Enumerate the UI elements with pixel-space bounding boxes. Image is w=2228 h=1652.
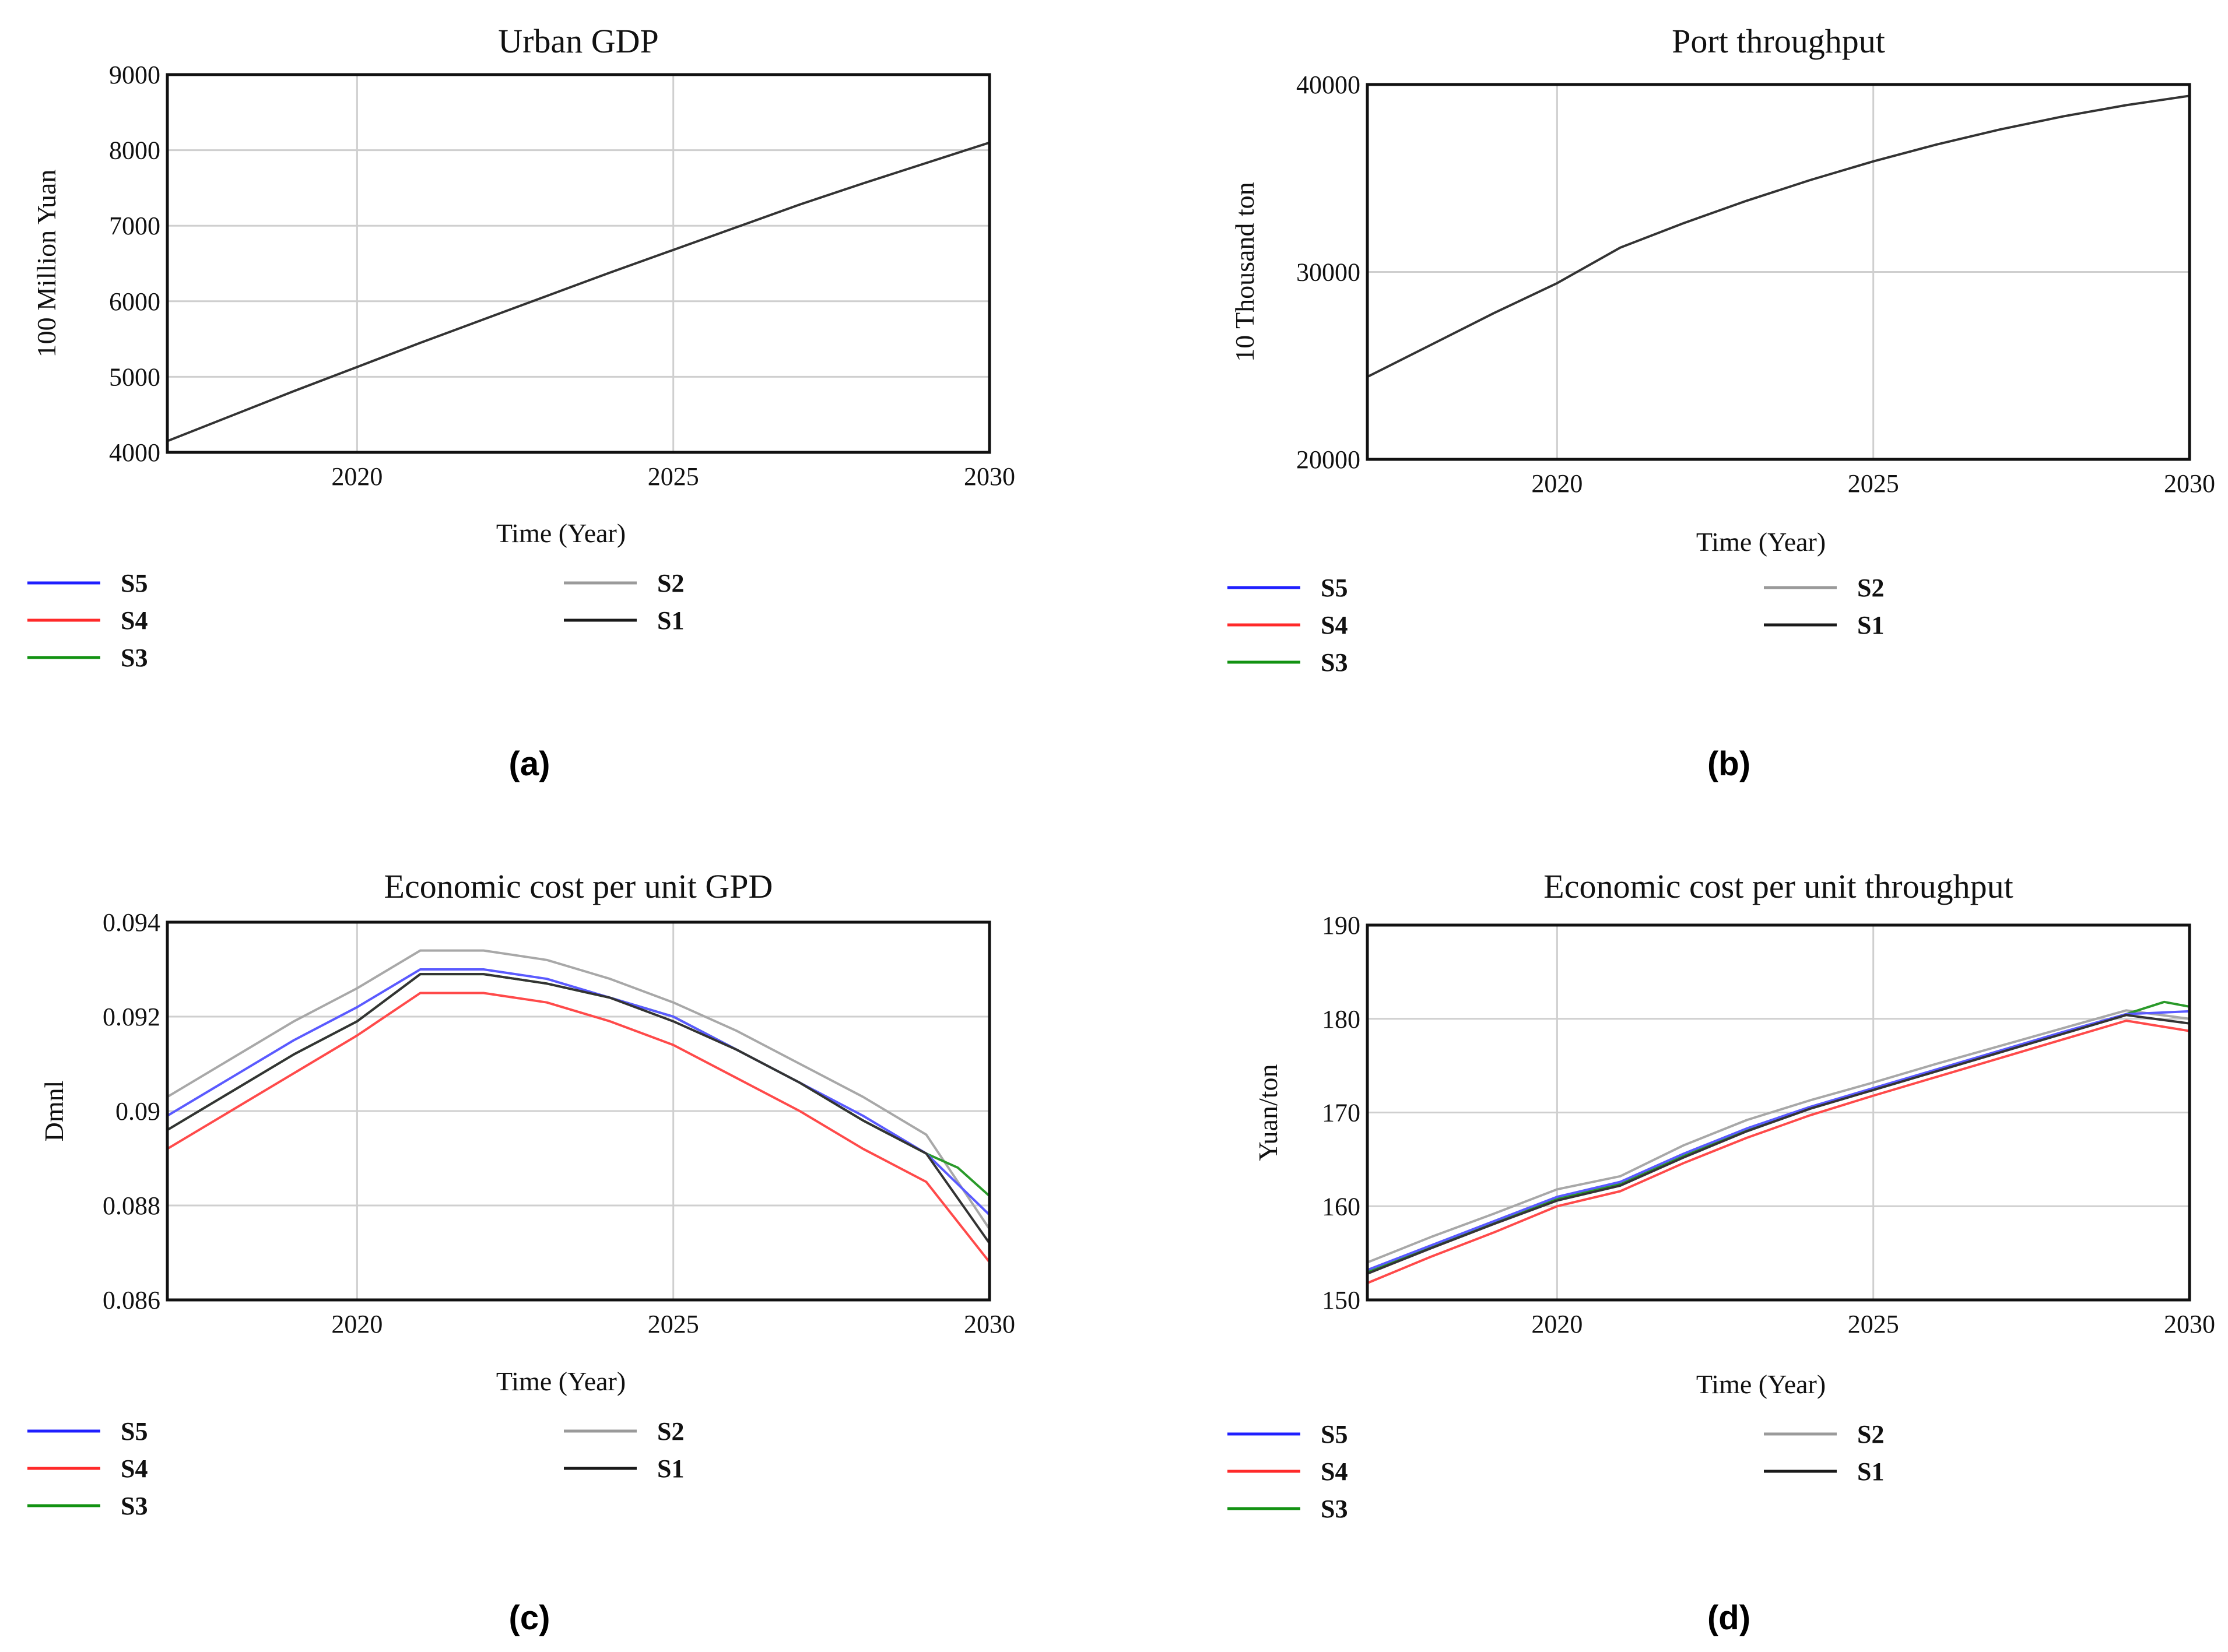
chart-title: Economic cost per unit throughput	[1543, 867, 2013, 905]
legend: S5 S4 S3 S2 S1	[1227, 1420, 1884, 1523]
legend-label-s3: S3	[1321, 648, 1348, 677]
y-tick-label: 9000	[109, 61, 160, 89]
legend-label-s2: S2	[657, 1417, 684, 1446]
y-tick-label: 150	[1322, 1286, 1360, 1314]
plot-frame	[166, 920, 991, 1302]
legend-label-s2: S2	[1857, 574, 1884, 602]
y-tick-label: 6000	[109, 287, 160, 316]
legend-label-s5: S5	[121, 1417, 148, 1446]
x-tick-label: 2025	[1848, 469, 1899, 498]
chart-title: Urban GDP	[498, 22, 658, 60]
series-line-s2	[167, 949, 990, 1231]
y-tick-label: 4000	[109, 438, 160, 467]
y-tick-label: 180	[1322, 1005, 1360, 1034]
y-tick-label: 0.092	[103, 1003, 160, 1031]
chart-panel-1: Urban GDP 2020 2025 2030 4000 5000 6000 7000 800…	[27, 22, 1015, 783]
chart-title: Economic cost per unit GPD	[384, 867, 773, 905]
y-tick-label: 170	[1322, 1099, 1360, 1127]
chart-panel-3: Economic cost per unit GPD 2020 2025 2030 0.…	[27, 867, 1015, 1637]
panel-caption: (a)	[509, 745, 550, 783]
legend: S5 S4 S3 S2 S1	[27, 1417, 684, 1520]
x-tick-label: 2030	[964, 462, 1015, 491]
legend-label-s5: S5	[1321, 1420, 1348, 1449]
y-tick-label: 0.094	[103, 908, 160, 937]
x-tick-label: 2020	[331, 1310, 383, 1338]
legend-label-s2: S2	[657, 569, 684, 597]
legend: S5 S4 S3 S2 S1	[1227, 574, 1884, 677]
chart-title: Port throughput	[1672, 22, 1885, 60]
y-tick-label: 7000	[109, 212, 160, 240]
series-line-s2	[1367, 1009, 2190, 1264]
legend-label-s1: S1	[1857, 1457, 1884, 1486]
series-line-s4	[1367, 1020, 2190, 1285]
y-tick-label: 0.086	[103, 1286, 160, 1314]
y-tick-label: 5000	[109, 363, 160, 391]
legend-label-s1: S1	[657, 1454, 684, 1483]
y-tick-label: 30000	[1296, 258, 1360, 287]
x-tick-label: 2025	[1848, 1310, 1899, 1338]
y-tick-label: 8000	[109, 136, 160, 165]
legend-label-s4: S4	[121, 606, 148, 635]
panel-caption: (b)	[1707, 745, 1750, 783]
series-line-s5	[1367, 1010, 2190, 1271]
plot-frame	[1366, 83, 2191, 461]
chart-panel-2: Port throughput 2020 2025 2030 20000 30000 400…	[1227, 22, 2215, 783]
legend-label-s5: S5	[1321, 574, 1348, 602]
y-tick-label: 190	[1322, 911, 1360, 940]
legend-label-s1: S1	[1857, 611, 1884, 639]
legend-label-s1: S1	[657, 606, 684, 635]
legend-label-s2: S2	[1857, 1420, 1884, 1449]
x-tick-label: 2025	[648, 1310, 699, 1338]
x-axis-label: Time (Year)	[496, 518, 626, 548]
series-line-s1	[167, 141, 990, 442]
x-axis-label: Time (Year)	[1696, 1369, 1826, 1399]
legend-label-s4: S4	[1321, 1457, 1348, 1486]
x-axis-label: Time (Year)	[1696, 527, 1826, 557]
panel-caption: (c)	[509, 1599, 550, 1637]
series-line-s5	[167, 968, 990, 1217]
x-tick-label: 2020	[1531, 469, 1583, 498]
series-line-s1	[1367, 94, 2190, 378]
series-line-s3	[1367, 1000, 2190, 1273]
legend: S5 S4 S3 S2 S1	[27, 569, 684, 672]
x-axis-label: Time (Year)	[496, 1366, 626, 1396]
y-tick-label: 160	[1322, 1192, 1360, 1221]
x-tick-label: 2020	[331, 462, 383, 491]
x-tick-label: 2030	[2164, 469, 2215, 498]
y-axis-label: 100 Million Yuan	[31, 170, 61, 358]
series-line-s1	[1367, 1014, 2190, 1275]
y-tick-label: 20000	[1296, 445, 1360, 474]
series-line-s1	[167, 973, 990, 1245]
x-tick-label: 2020	[1531, 1310, 1583, 1338]
series-line-s4	[167, 992, 990, 1264]
plot-frame	[1366, 923, 2191, 1302]
y-axis-label: 10 Thousand ton	[1230, 182, 1259, 361]
legend-label-s4: S4	[121, 1454, 148, 1483]
legend-label-s5: S5	[121, 569, 148, 597]
chart-panel-4: Economic cost per unit throughput 2020 202…	[1227, 867, 2215, 1637]
panel-caption: (d)	[1707, 1599, 1750, 1637]
x-tick-label: 2030	[2164, 1310, 2215, 1338]
legend-label-s3: S3	[1321, 1495, 1348, 1523]
plot-frame	[166, 73, 991, 454]
y-axis-label: Yuan/ton	[1253, 1064, 1283, 1161]
y-tick-label: 40000	[1296, 71, 1360, 99]
x-tick-label: 2025	[648, 462, 699, 491]
x-tick-label: 2030	[964, 1310, 1015, 1338]
y-tick-label: 0.09	[115, 1097, 160, 1126]
y-axis-label: Dmnl	[39, 1081, 69, 1142]
y-tick-label: 0.088	[103, 1191, 160, 1220]
legend-label-s4: S4	[1321, 611, 1348, 639]
legend-label-s3: S3	[121, 1492, 148, 1520]
legend-label-s3: S3	[121, 644, 148, 672]
series-line-s3	[167, 973, 990, 1197]
